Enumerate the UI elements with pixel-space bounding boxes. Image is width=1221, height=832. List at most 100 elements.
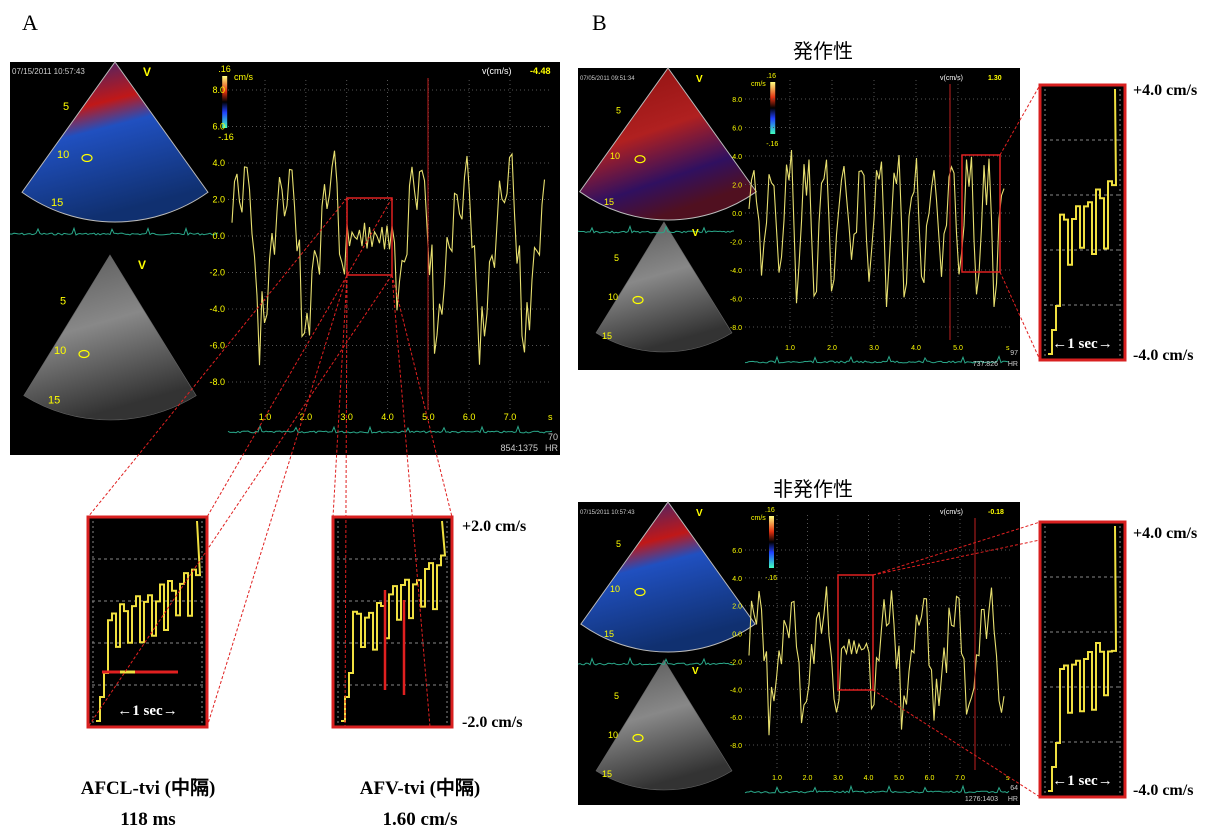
- frame-counter: 854:1375: [500, 443, 538, 453]
- y-tick-label: 8.0: [212, 85, 225, 95]
- x-unit: s: [1006, 345, 1010, 352]
- color-scale: -.16: [766, 141, 778, 148]
- zoom-box: [331, 515, 454, 729]
- y-tick-label: 2.0: [732, 183, 742, 190]
- x-tick-label: 1.0: [259, 412, 272, 422]
- hr-value: 97: [1010, 350, 1018, 357]
- color-scale: .16: [218, 64, 231, 74]
- x-tick-label: 7.0: [504, 412, 517, 422]
- y-tick-label: -2.0: [209, 268, 225, 278]
- readout-value: -4.48: [530, 66, 551, 76]
- readout-label: v(cm/s): [940, 509, 963, 516]
- zoom-link: [391, 274, 431, 728]
- x-tick-label: 5.0: [894, 775, 904, 782]
- time-scale: ←1 sec→: [1052, 773, 1112, 789]
- x-tick-label: 6.0: [463, 412, 476, 422]
- y-tick-label: 0.0: [732, 211, 742, 218]
- x-tick-label: 6.0: [925, 775, 935, 782]
- y-tick-label: -6.0: [209, 341, 225, 351]
- y-tick-label: 4.0: [212, 158, 225, 168]
- x-tick-label: 3.0: [869, 345, 879, 352]
- time-scale: ←1 sec→: [1052, 336, 1112, 352]
- y-tick-label: 4.0: [732, 576, 742, 583]
- zoom-source: [837, 574, 874, 691]
- y-tick-label: -2.0: [730, 659, 742, 666]
- x-tick-label: 2.0: [300, 412, 313, 422]
- zoom-scale: -4.0 cm/s: [1133, 782, 1193, 799]
- zoom-link: [87, 197, 348, 518]
- velocity-trace: [231, 150, 546, 366]
- ecg-trace: [227, 424, 553, 434]
- unit-label: cm/s: [751, 515, 766, 522]
- y-tick-label: 6.0: [212, 122, 225, 132]
- metric-value: 1.60 cm/s: [383, 809, 458, 830]
- zoom-link: [391, 274, 453, 518]
- y-tick-label: 6.0: [732, 548, 742, 555]
- sample-marker: [81, 153, 93, 163]
- metric-name: AFCL-tvi (中隔): [81, 776, 216, 799]
- color-scale: .16: [765, 507, 775, 514]
- velocity-trace: [748, 586, 1005, 736]
- depth-label: 10: [54, 345, 66, 357]
- y-tick-label: 2.0: [732, 604, 742, 611]
- y-tick-label: -4.0: [209, 304, 225, 314]
- x-tick-label: 4.0: [864, 775, 874, 782]
- depth-label: 5: [614, 691, 619, 701]
- zoom-trace: [341, 520, 447, 722]
- x-unit: s: [548, 412, 553, 422]
- zoom-link: [332, 274, 348, 518]
- hr-value: 64: [1010, 785, 1018, 792]
- depth-label: 5: [60, 296, 66, 308]
- sample-marker: [634, 155, 646, 164]
- readout-label: v(cm/s): [482, 66, 512, 76]
- time-scale: ←1 sec→: [117, 703, 177, 719]
- y-tick-label: -4.0: [730, 687, 742, 694]
- color-scale: -.16: [218, 132, 234, 142]
- unit-label: cm/s: [234, 72, 253, 82]
- ecg-trace: [9, 226, 219, 236]
- panel-label: A: [22, 10, 38, 35]
- doppler-sector: [580, 501, 756, 653]
- depth-label: 10: [608, 292, 618, 302]
- x-tick-label: 4.0: [381, 412, 394, 422]
- probe-label: V: [143, 65, 151, 79]
- ecg-trace: [577, 224, 735, 234]
- zoom-link: [206, 274, 348, 728]
- x-tick-label: 3.0: [833, 775, 843, 782]
- y-tick-label: 8.0: [732, 97, 742, 104]
- x-tick-label: 7.0: [955, 775, 965, 782]
- depth-label: 15: [604, 197, 614, 207]
- zoom-scale: -2.0 cm/s: [462, 714, 522, 731]
- x-tick-label: 4.0: [911, 345, 921, 352]
- readout-value: -0.18: [988, 509, 1004, 516]
- metric-value: 118 ms: [120, 809, 175, 830]
- probe-label: V: [692, 228, 699, 239]
- sample-marker: [632, 733, 644, 743]
- zoom-trace: [1048, 525, 1118, 792]
- y-tick-label: 4.0: [732, 154, 742, 161]
- y-tick-label: -6.0: [730, 715, 742, 722]
- hr-label: HR: [1008, 796, 1018, 803]
- zoom-link: [872, 521, 1041, 576]
- zoom-link: [872, 539, 1041, 576]
- y-tick-label: 0.0: [732, 632, 742, 639]
- echo-sector: [595, 659, 733, 791]
- depth-label: 10: [57, 149, 69, 161]
- echo-sector: [595, 221, 733, 353]
- zoom-scale: +2.0 cm/s: [462, 518, 526, 535]
- ecg-trace: [744, 784, 1010, 794]
- panel-title: 非発作性: [773, 477, 853, 501]
- color-bar: [222, 76, 228, 128]
- y-tick-label: 6.0: [732, 126, 742, 133]
- depth-label: 15: [604, 629, 614, 639]
- zoom-trace: [1048, 88, 1118, 355]
- metric-name: AFV-tvi (中隔): [360, 776, 480, 799]
- x-tick-label: 2.0: [827, 345, 837, 352]
- x-tick-label: 5.0: [953, 345, 963, 352]
- depth-label: 5: [616, 106, 621, 116]
- unit-label: cm/s: [751, 81, 766, 88]
- sample-marker: [632, 295, 644, 305]
- color-bar: [769, 516, 774, 568]
- depth-label: 10: [610, 584, 620, 594]
